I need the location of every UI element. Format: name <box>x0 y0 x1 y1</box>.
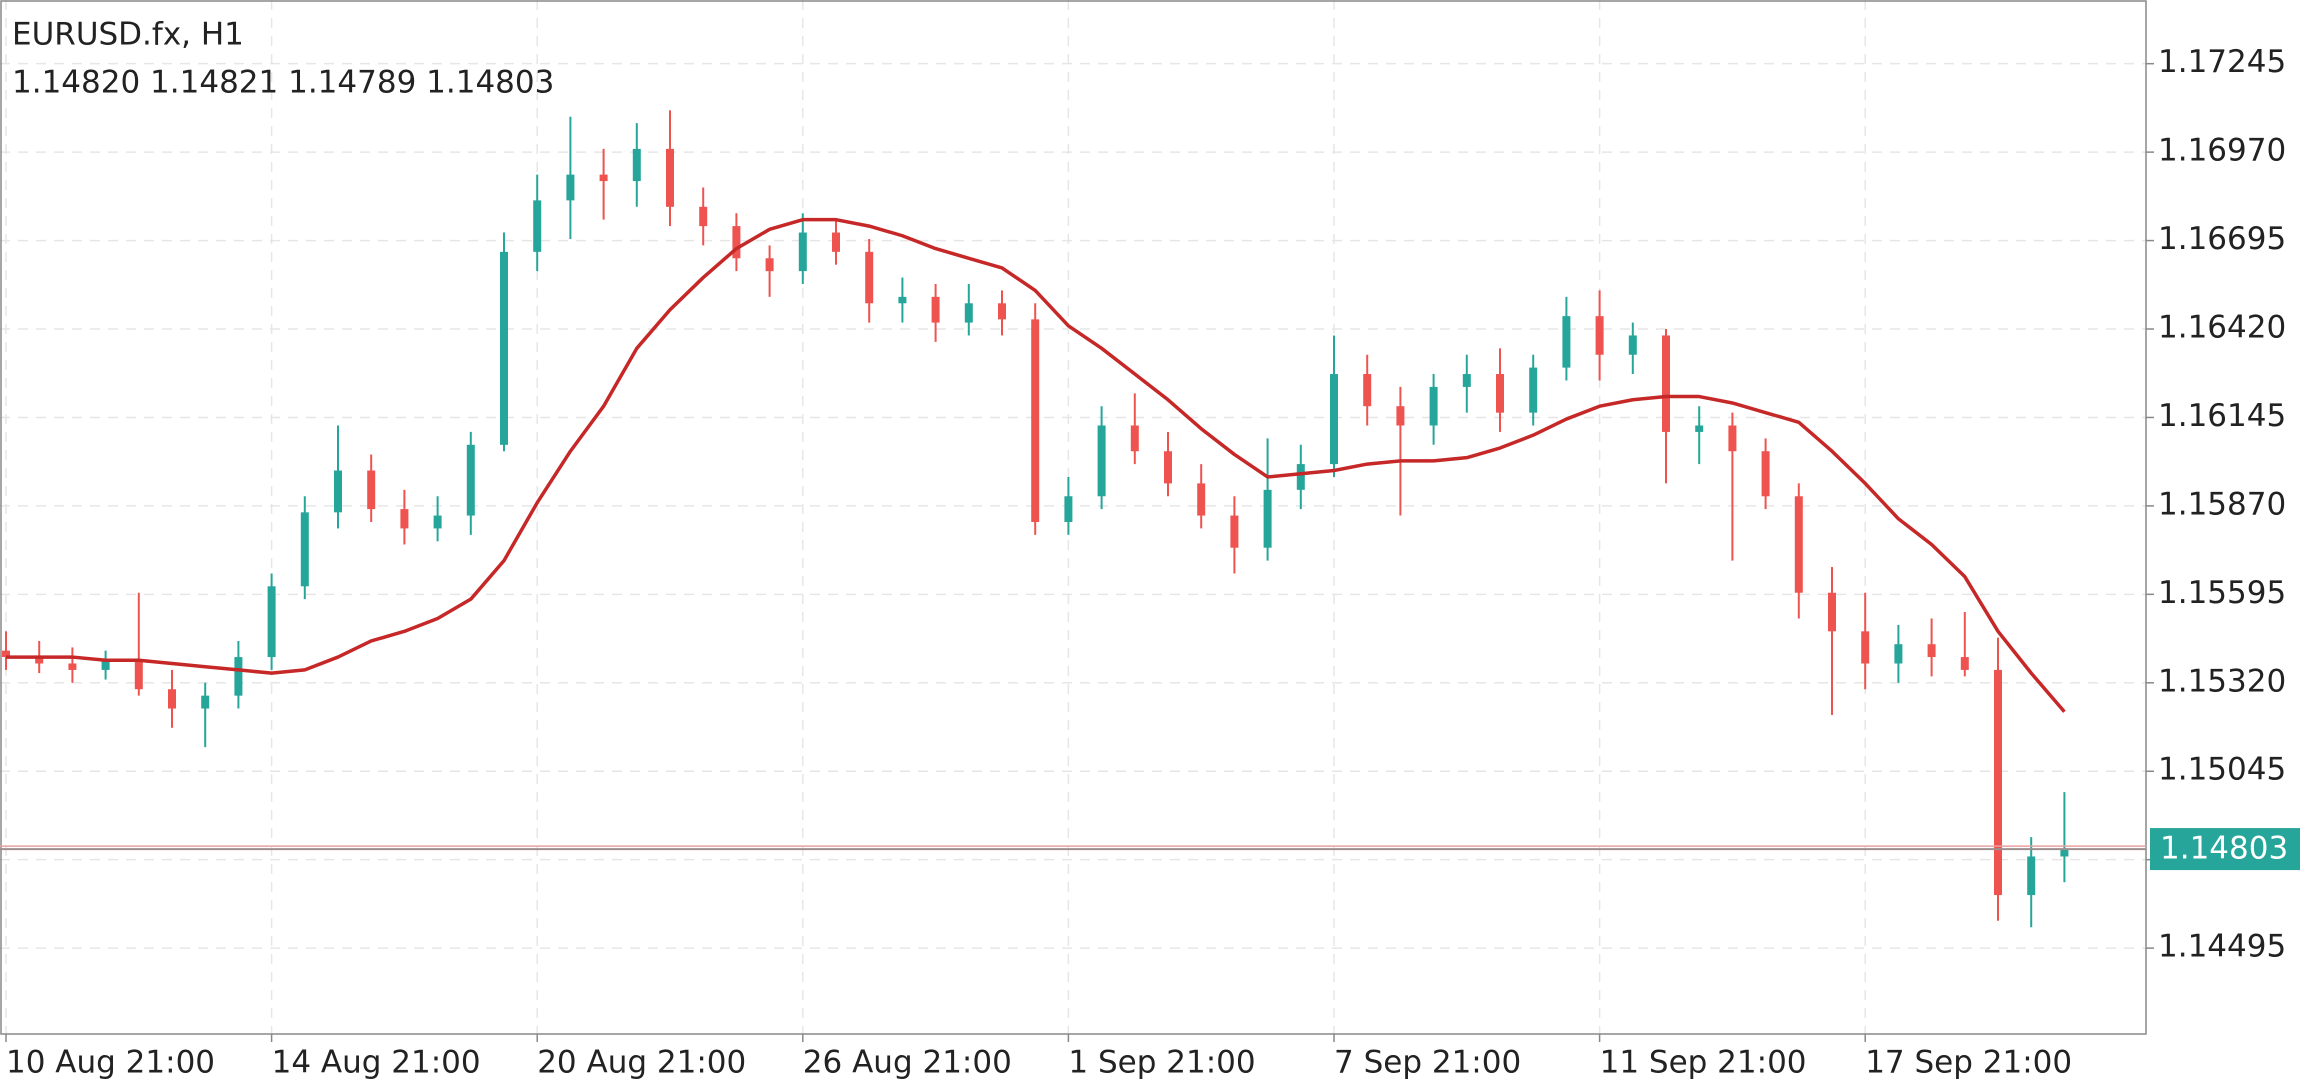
last-price-tag <box>2150 828 2300 871</box>
candle-body <box>1396 406 1405 426</box>
candle-body <box>334 470 342 513</box>
y-tick-label: 1.14495 <box>2158 929 2286 965</box>
candle-body <box>964 303 973 323</box>
y-tick-label: 1.16695 <box>2158 221 2286 257</box>
candle-body <box>998 303 1006 320</box>
x-tick-label: 20 Aug 21:00 <box>537 1045 746 1080</box>
candle-body <box>1927 644 1936 658</box>
candle-body <box>931 296 940 323</box>
candle-body <box>500 251 508 445</box>
candle-body <box>234 657 243 696</box>
candle-body <box>798 232 807 272</box>
candle-body <box>168 689 176 709</box>
candle-body <box>68 663 77 670</box>
candle-body <box>2027 856 2036 896</box>
candle-body <box>1097 425 1106 497</box>
ohlc-readout: 1.14820 1.14821 1.14789 1.14803 <box>12 65 554 101</box>
candle-body <box>1994 669 2002 896</box>
candle-body <box>566 174 575 201</box>
candle-body <box>599 174 608 182</box>
y-tick-label: 1.16970 <box>2158 133 2286 169</box>
candle-body <box>400 509 409 529</box>
moving-average <box>6 217 2066 713</box>
x-tick-label: 10 Aug 21:00 <box>6 1045 215 1080</box>
candle-body <box>1230 515 1239 548</box>
x-tick-label: 17 Sep 21:00 <box>1865 1045 2072 1080</box>
candle-body <box>1728 425 1737 452</box>
candle-body <box>1164 451 1172 484</box>
candle-body <box>699 206 708 227</box>
candle-body <box>1628 335 1637 355</box>
x-tick-label: 14 Aug 21:00 <box>272 1045 481 1080</box>
y-tick-label: 1.15870 <box>2158 486 2286 522</box>
candle-body <box>632 148 641 182</box>
candle-body <box>1064 496 1073 522</box>
y-tick-label: 1.15045 <box>2158 752 2286 788</box>
candle-body <box>134 660 143 690</box>
candle-body <box>1529 367 1538 413</box>
candle-body <box>1197 483 1206 516</box>
candle-body <box>1662 335 1670 432</box>
candle-body <box>1296 464 1305 490</box>
candle-body <box>1562 316 1571 368</box>
candle-body <box>1828 592 1836 632</box>
candle-body <box>1330 374 1338 465</box>
x-tick-label: 11 Sep 21:00 <box>1600 1045 1807 1080</box>
candle-body <box>898 296 907 304</box>
candle-body <box>367 470 376 510</box>
candle-body <box>1861 631 1870 664</box>
candle-body <box>1462 374 1471 387</box>
candle-body <box>1595 316 1604 355</box>
candle-body <box>832 232 840 252</box>
candle-body <box>35 657 44 664</box>
candle-body <box>267 586 276 658</box>
candle-body <box>732 226 741 259</box>
x-tick-label: 26 Aug 21:00 <box>803 1045 1012 1080</box>
candle-body <box>1960 657 1969 670</box>
x-tick-label: 1 Sep 21:00 <box>1068 1045 1255 1080</box>
candle-body <box>865 251 874 304</box>
y-tick-label: 1.15320 <box>2158 663 2286 699</box>
x-tick-label: 7 Sep 21:00 <box>1334 1045 1521 1080</box>
candle-body <box>1130 425 1139 452</box>
candle-body <box>466 444 475 516</box>
y-tick-label: 1.15595 <box>2158 575 2286 611</box>
candle-body <box>1363 374 1372 407</box>
marks <box>2 110 2069 928</box>
y-tick-label: 1.17245 <box>2158 44 2286 80</box>
candle-body <box>2 650 10 658</box>
candle-body <box>101 660 110 670</box>
candle-body <box>1695 425 1704 432</box>
candle-body <box>433 515 442 529</box>
candle-body <box>666 148 674 207</box>
candle-body <box>765 258 774 272</box>
candle-body <box>533 200 542 252</box>
chart-title: EURUSD.fx, H1 <box>12 17 244 53</box>
candle-body <box>1263 489 1272 548</box>
candle-body <box>1794 496 1803 593</box>
y-tick-label: 1.16420 <box>2158 310 2286 346</box>
candle-body <box>1894 644 1903 664</box>
plot-frame <box>0 0 2147 1035</box>
candle-body <box>1031 319 1040 522</box>
candle-body <box>1429 386 1438 426</box>
candle-body <box>300 512 309 587</box>
candle-body <box>1496 374 1504 413</box>
last-price-label: 1.14803 <box>2160 831 2288 867</box>
candle-body <box>2060 849 2069 857</box>
candle-body <box>201 695 210 709</box>
candle-body <box>1761 451 1770 497</box>
y-tick-label: 1.16145 <box>2158 398 2286 434</box>
